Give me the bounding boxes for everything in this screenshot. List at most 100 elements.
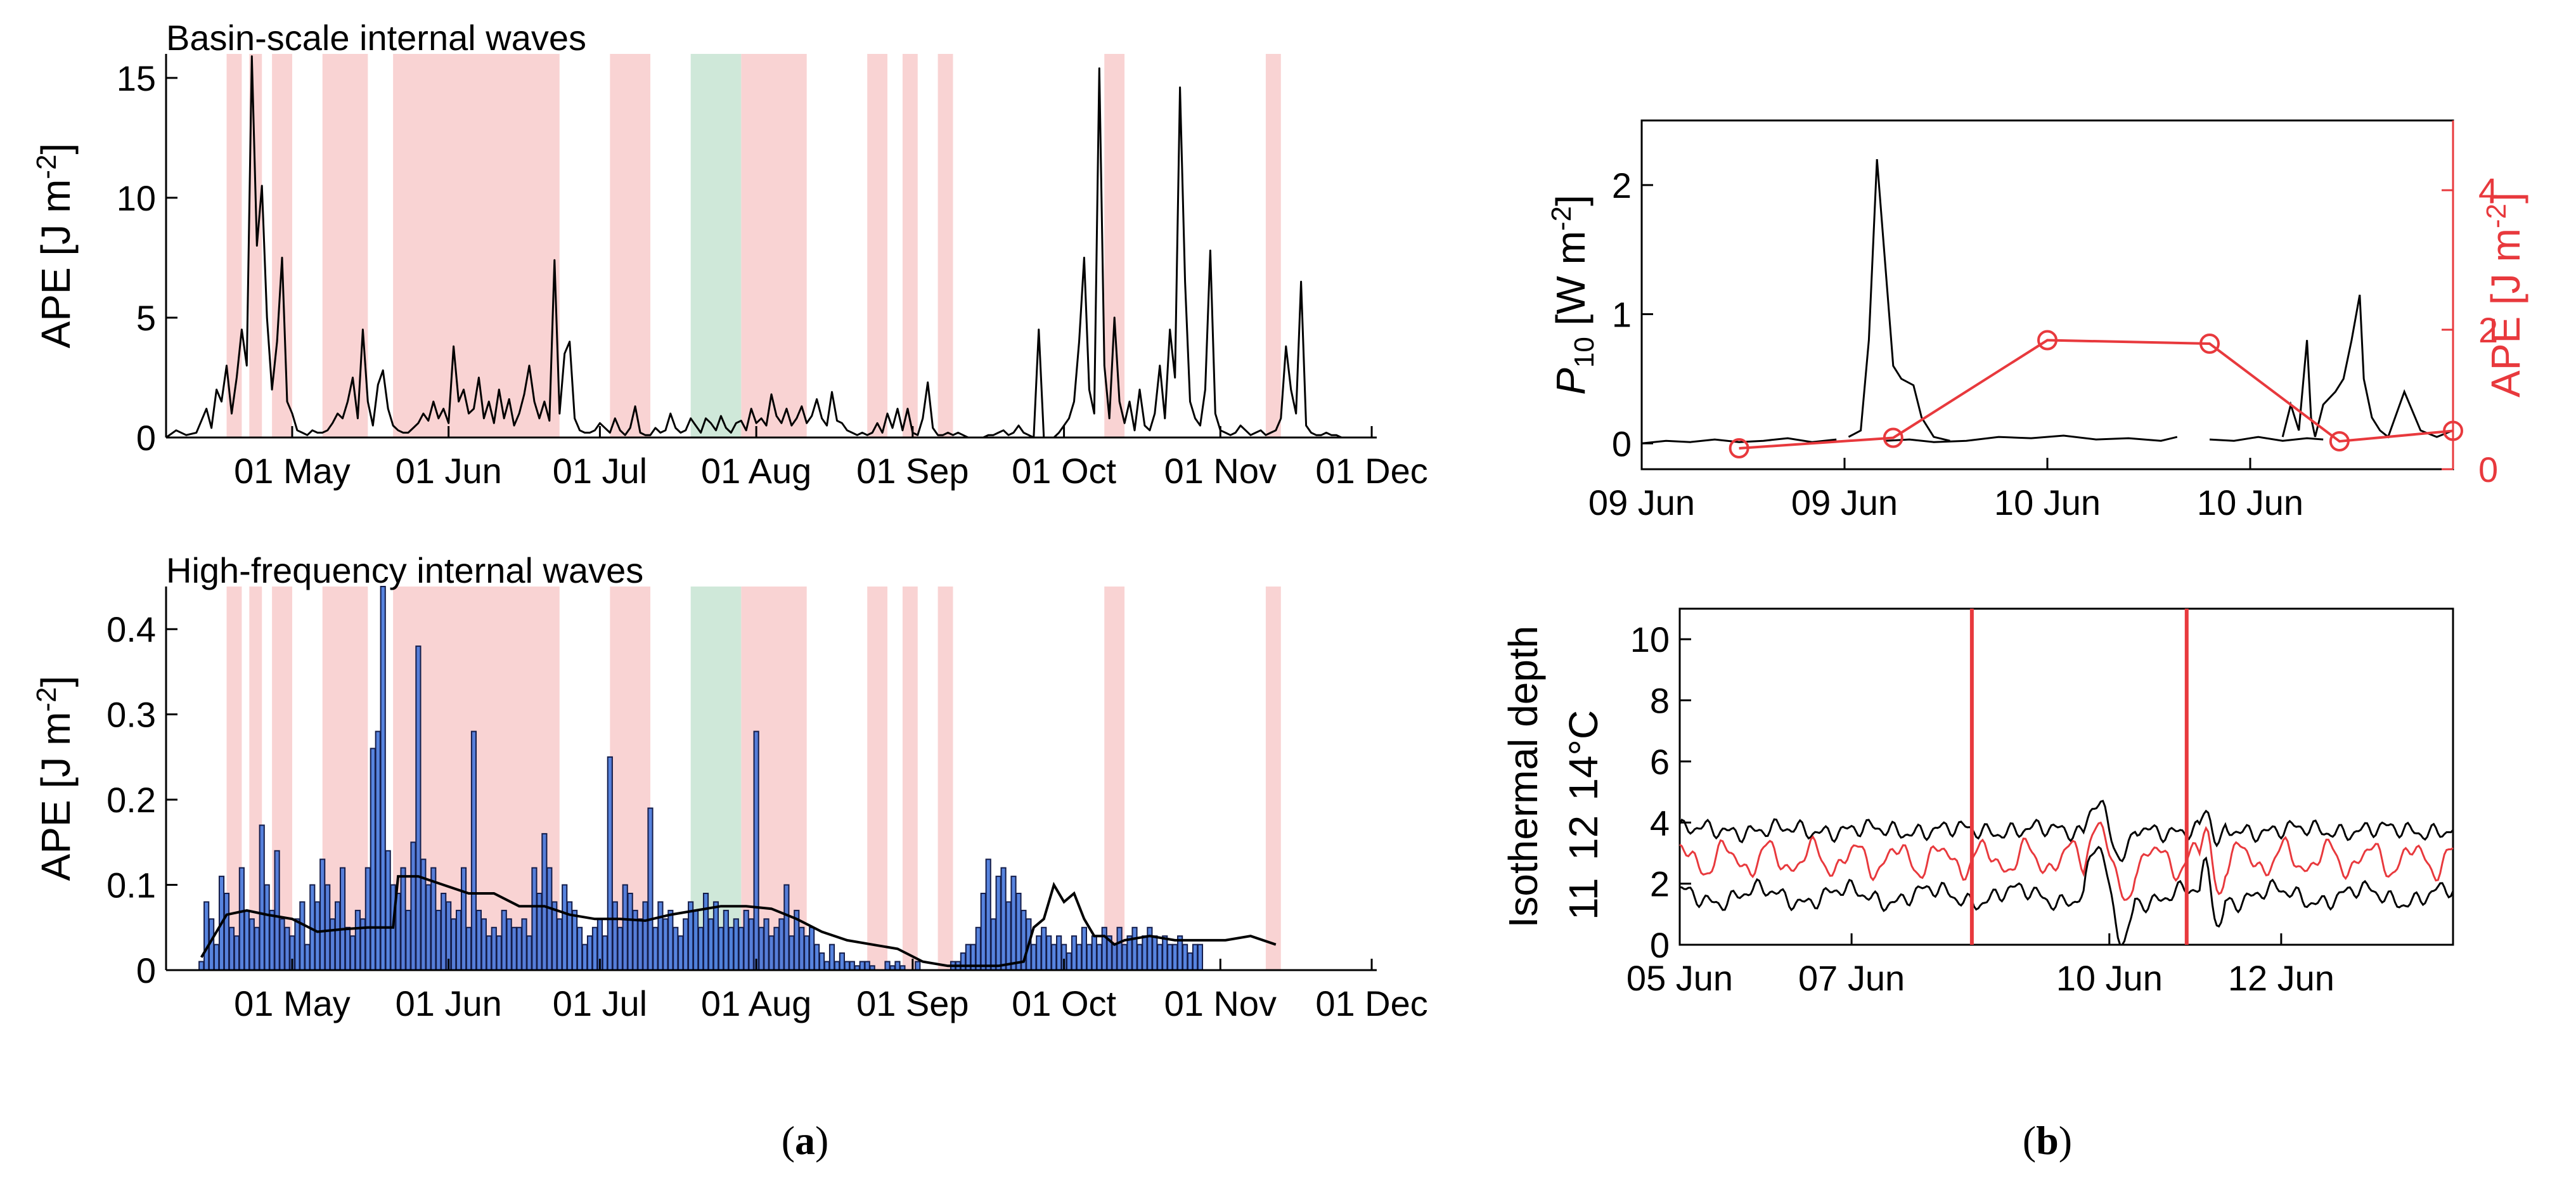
- ape-bar: [773, 926, 780, 971]
- ape-bar: [274, 850, 280, 971]
- x-tick-label: 01 Aug: [701, 451, 811, 491]
- shaded-period: [322, 54, 368, 438]
- x-tick-label: 05 Jun: [1626, 958, 1733, 998]
- shaded-period: [226, 54, 242, 438]
- ape-bar: [264, 884, 270, 971]
- ape-bar: [683, 918, 689, 971]
- y-axis-label: Isothermal depth: [1500, 626, 1546, 928]
- ape-bar: [753, 730, 759, 971]
- ape-bar: [325, 884, 331, 971]
- ape-bar: [667, 909, 674, 971]
- ape-bar: [1182, 943, 1188, 971]
- ape-bar: [349, 935, 356, 971]
- y-tick-label: 0.1: [106, 866, 156, 905]
- wind-power-line: [1848, 159, 1950, 442]
- ape-bar: [581, 943, 588, 971]
- panel-label-b: (b): [2023, 1118, 2072, 1163]
- shaded-period: [1104, 587, 1125, 970]
- ape-point: [2199, 334, 2220, 354]
- ape-bar: [335, 901, 341, 971]
- x-tick-label: 07 Jun: [1798, 958, 1905, 998]
- ape-bar: [823, 961, 830, 971]
- ape-bar: [758, 926, 764, 971]
- ape-bar: [778, 918, 785, 971]
- ape-bar: [1071, 935, 1078, 971]
- series-label-14c: 14°C: [1561, 710, 1606, 801]
- ape-bar: [214, 943, 220, 971]
- ape-bar: [486, 935, 492, 971]
- ape-bar: [441, 893, 447, 971]
- isotherm-14c-line: [1678, 800, 2454, 863]
- ape-bar: [248, 918, 255, 971]
- shaded-period: [937, 54, 953, 438]
- ape-point: [2037, 330, 2058, 351]
- x-tick-label: 01 Jul: [553, 983, 647, 1023]
- ape-bar: [1147, 926, 1153, 971]
- plot-frame: [1640, 119, 2454, 470]
- x-tick-label: 01 Jun: [396, 451, 502, 491]
- x-tick-label: 10 Jun: [2197, 483, 2303, 522]
- ape-bar: [223, 893, 230, 971]
- ape-bar: [572, 909, 578, 971]
- ape-bar: [1091, 935, 1097, 971]
- y-tick-label-right: 4: [2478, 171, 2498, 211]
- ape-bar: [657, 901, 664, 971]
- ape-bar: [405, 909, 411, 971]
- ape-bar: [985, 859, 991, 971]
- ape-bar: [1162, 935, 1168, 971]
- shaded-period: [1265, 587, 1281, 970]
- ape-bar: [511, 926, 517, 971]
- series-label-12: 12: [1561, 815, 1606, 860]
- y-tick-label: 2: [1650, 864, 1670, 904]
- ape-bar: [586, 935, 593, 971]
- ape-bar: [1137, 943, 1143, 971]
- shaded-period: [902, 587, 918, 970]
- ape-bar: [738, 926, 744, 971]
- x-tick-label: 10 Jun: [2056, 958, 2163, 998]
- ape-bar: [894, 961, 901, 971]
- ape-bar: [975, 926, 981, 971]
- ape-bar: [480, 918, 487, 971]
- isotherm-11c-line: [1679, 845, 2454, 946]
- ape-bar: [607, 756, 613, 971]
- ape-bar: [1192, 943, 1199, 971]
- ape-bar: [1076, 943, 1083, 971]
- ape-bar: [203, 901, 210, 971]
- ape-point: [1883, 427, 1903, 448]
- ape-bar: [1056, 935, 1062, 971]
- ape-bar: [243, 909, 250, 971]
- ape-bar: [410, 841, 416, 971]
- ape-bar: [375, 730, 381, 971]
- ape-point: [2329, 431, 2350, 451]
- ape-bar: [743, 909, 749, 971]
- shaded-period: [249, 587, 262, 970]
- isothermal-depth-chart: 0 2 4 6 8 10 05 Jun 07 Jun 10 Jun 12 Jun Isotherma…: [1500, 607, 2454, 998]
- y-tick-label-left: 1: [1612, 295, 1632, 335]
- ape-series-line: [165, 55, 1342, 439]
- ape-bar: [465, 926, 472, 971]
- ape-bar: [1046, 935, 1052, 971]
- x-tick-label: 01 Jun: [396, 983, 502, 1023]
- ape-bar: [1187, 952, 1194, 971]
- ape-bar: [642, 901, 648, 971]
- x-tick-label: 12 Jun: [2228, 958, 2334, 998]
- shaded-period: [867, 54, 888, 438]
- ape-bar: [839, 952, 845, 971]
- y-axis-label-right: APE [J m-2]: [2481, 192, 2528, 398]
- panel-label-a: (a): [782, 1118, 829, 1163]
- ape-bar: [1157, 943, 1163, 971]
- ape-bar: [1005, 901, 1012, 971]
- ape-bar: [259, 824, 265, 971]
- ape-bar: [844, 961, 850, 971]
- ape-bar: [279, 918, 285, 971]
- ape-bar: [748, 918, 754, 971]
- wind-power-line: [1641, 437, 1837, 444]
- ape-bar: [768, 935, 775, 971]
- ape-bar: [470, 730, 477, 971]
- shaded-period: [393, 54, 560, 438]
- ape-bar: [370, 748, 376, 971]
- series-label-11: 11: [1561, 878, 1606, 920]
- y-tick-label: 10: [1630, 619, 1670, 659]
- shaded-period: [867, 587, 888, 970]
- ape-bar: [864, 961, 870, 971]
